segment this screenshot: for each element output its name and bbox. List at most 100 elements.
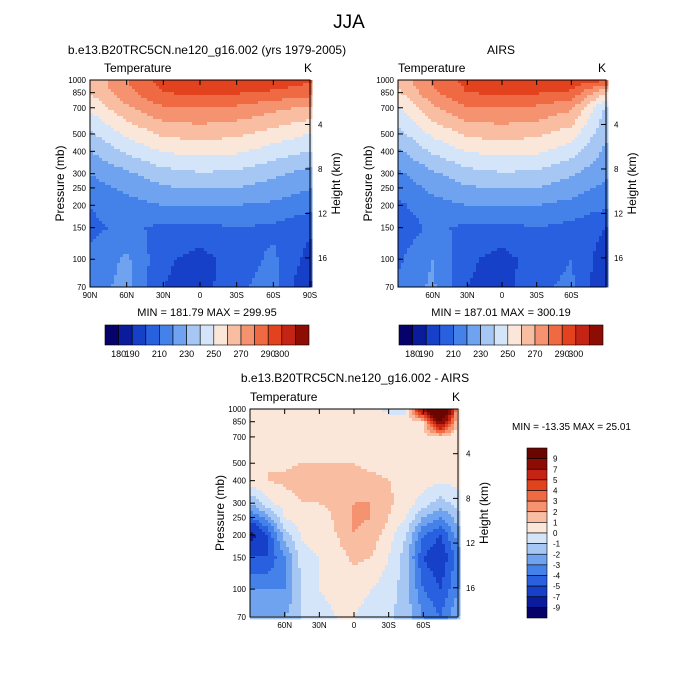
model-ylabel-right: Height (km) (329, 152, 343, 214)
obs-colorbar-swatch (576, 325, 590, 345)
obs-colorbar-swatch (453, 325, 467, 345)
diff-colorbar-label: 5 (553, 476, 558, 485)
model-colorbar-label: 190 (125, 349, 140, 359)
diff-colorbar-swatch (527, 448, 547, 459)
obs-x-tick-label: 60S (564, 291, 578, 300)
diff-colorbar-swatch (527, 522, 547, 533)
obs-p-tick-label: 100 (381, 255, 395, 264)
obs-colorbar-label: 210 (446, 349, 461, 359)
obs-p-tick-label: 850 (381, 89, 395, 98)
diff-colorbar-label: -5 (553, 582, 561, 591)
diff-p-tick-label: 500 (233, 459, 247, 468)
obs-colorbar-swatch (521, 325, 535, 345)
obs-p-tick-label: 400 (381, 147, 395, 156)
diff-colorbar-label: -1 (553, 540, 561, 549)
model-colorbar-label: 250 (206, 349, 221, 359)
model-x-tick-label: 90S (303, 291, 317, 300)
diff-colorbar-swatch (527, 459, 547, 470)
obs-colorbar-swatch (467, 325, 481, 345)
model-colorbar-swatch (268, 325, 282, 345)
diff-plot: 60N 30N 0 30S 60S100085070050040030025020015… (213, 405, 491, 630)
diff-ylabel-right: Height (km) (477, 482, 491, 544)
model-x-tick-label: 30S (230, 291, 244, 300)
diff-x-tick-label: 30N (312, 621, 327, 630)
model-colorbar-swatch (105, 325, 119, 345)
model-p-tick-label: 700 (73, 104, 87, 113)
diff-colorbar-label: -4 (553, 572, 561, 581)
diff-h-tick-label: 12 (466, 539, 475, 548)
diff-colorbar-swatch (527, 480, 547, 491)
model-h-tick-label: 12 (318, 209, 327, 218)
obs-p-tick-label: 500 (381, 130, 395, 139)
diff-h-tick-label: 16 (466, 584, 475, 593)
obs-p-tick-label: 70 (385, 283, 394, 292)
diff-colorbar-label: 4 (553, 487, 558, 496)
diff-colorbar-swatch (527, 565, 547, 576)
model-plot: 90N 60N 30N 0 30S 60S 90S100085070050040030025… (53, 76, 343, 300)
diff-p-tick-label: 150 (233, 553, 247, 562)
model-colorbar-swatch (214, 325, 228, 345)
diff-colorbar-label: 2 (553, 508, 558, 517)
model-x-tick-label: 0 (198, 291, 203, 300)
model-title: b.e13.B20TRC5CN.ne120_g16.002 (yrs 1979-… (68, 43, 346, 57)
diff-p-tick-label: 100 (233, 585, 247, 594)
model-colorbar-swatch (227, 325, 241, 345)
model-colorbar-swatch (132, 325, 146, 345)
model-x-tick-label: 90N (83, 291, 98, 300)
diff-colorbar-label: 9 (553, 455, 558, 464)
obs-colorbar-swatch (535, 325, 549, 345)
obs-colorbar-label: 190 (419, 349, 434, 359)
diff-ylabel: Pressure (mb) (213, 475, 227, 551)
obs-colorbar-swatch (494, 325, 508, 345)
obs-colorbar-swatch (549, 325, 563, 345)
obs-h-tick-label: 4 (614, 120, 619, 129)
diff-h-tick-label: 8 (466, 494, 471, 503)
diff-colorbar-swatch (527, 544, 547, 555)
diff-colorbar-swatch (527, 597, 547, 608)
diff-colorbar-swatch (527, 512, 547, 523)
model-p-tick-label: 150 (73, 224, 87, 233)
model-p-tick-label: 70 (77, 283, 86, 292)
model-colorbar-swatch (187, 325, 201, 345)
diff-colorbar-label: -7 (553, 593, 561, 602)
diff-x-tick-label: 60S (416, 621, 430, 630)
diff-left-label: Temperature (250, 390, 318, 404)
model-colorbar-label: 270 (233, 349, 248, 359)
figure: JJA b.e13.B20TRC5CN.ne120_g16.002 (yrs 1… (0, 0, 700, 700)
obs-x-tick-label: 0 (500, 291, 505, 300)
obs-units: K (598, 61, 606, 75)
model-p-tick-label: 250 (73, 184, 87, 193)
model-colorbar-swatch (295, 325, 309, 345)
obs-x-tick-label: 30N (460, 291, 475, 300)
obs-colorbar-swatch (426, 325, 440, 345)
diff-p-tick-label: 1000 (228, 405, 246, 414)
obs-p-tick-label: 150 (381, 224, 395, 233)
model-stats: MIN = 181.79 MAX = 299.95 (137, 307, 276, 319)
diff-colorbar-label: 7 (553, 465, 558, 474)
model-contour-fill (90, 80, 312, 287)
diff-colorbar-label: -3 (553, 561, 561, 570)
diff-x-tick-label: 0 (352, 621, 357, 630)
model-colorbar-swatch (146, 325, 160, 345)
diff-p-tick-label: 200 (233, 531, 247, 540)
obs-title: AIRS (487, 43, 515, 57)
model-units: K (304, 61, 312, 75)
obs-x-tick-label: 30S (530, 291, 544, 300)
obs-h-tick-label: 8 (614, 165, 619, 174)
model-colorbar-swatch (159, 325, 173, 345)
model-colorbar-swatch (173, 325, 187, 345)
diff-colorbar-swatch (527, 554, 547, 565)
diff-p-tick-label: 250 (233, 513, 247, 522)
obs-left-label: Temperature (398, 61, 466, 75)
diff-colorbar-swatch (527, 607, 547, 618)
model-p-tick-label: 400 (73, 147, 87, 156)
obs-colorbar-swatch (589, 325, 603, 345)
diff-h-tick-label: 4 (466, 450, 471, 459)
diff-colorbar-swatch (527, 469, 547, 480)
model-colorbar-label: 210 (152, 349, 167, 359)
model-h-tick-label: 16 (318, 254, 327, 263)
obs-colorbar-label: 230 (473, 349, 488, 359)
model-ylabel: Pressure (mb) (53, 145, 67, 221)
model-p-tick-label: 1000 (68, 76, 86, 85)
